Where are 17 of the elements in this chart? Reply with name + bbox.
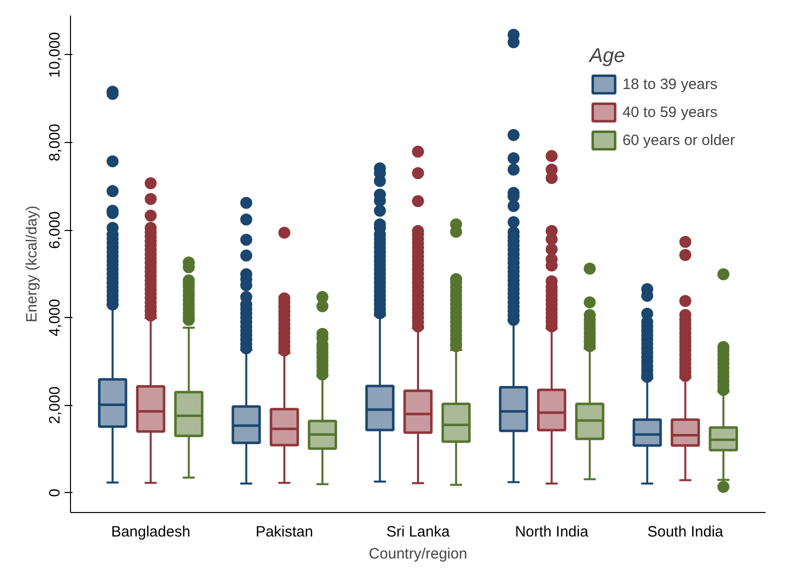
y-tick-label: 8,000 bbox=[46, 124, 64, 162]
y-axis-title: Energy (kcal/day) bbox=[24, 206, 40, 322]
legend-label: 40 to 59 years bbox=[622, 104, 718, 120]
y-tick-label: 4,000 bbox=[46, 298, 64, 336]
legend-label: 18 to 39 years bbox=[622, 76, 718, 92]
x-tick-label: Bangladesh bbox=[111, 524, 190, 540]
x-tick-label: South India bbox=[647, 524, 724, 540]
x-tick-label: Pakistan bbox=[256, 524, 314, 540]
y-tick-label: 10,000 bbox=[46, 32, 64, 78]
x-tick-label: Sri Lanka bbox=[386, 524, 450, 540]
x-tick-label: North India bbox=[514, 524, 589, 540]
y-tick-label: 0 bbox=[46, 488, 64, 497]
legend-title: Age bbox=[589, 45, 626, 68]
x-axis-title: Country/region bbox=[368, 546, 468, 562]
y-tick-label: 2,000 bbox=[46, 386, 64, 424]
y-tick-label: 6,000 bbox=[46, 211, 64, 249]
legend-label: 60 years or older bbox=[622, 132, 735, 148]
